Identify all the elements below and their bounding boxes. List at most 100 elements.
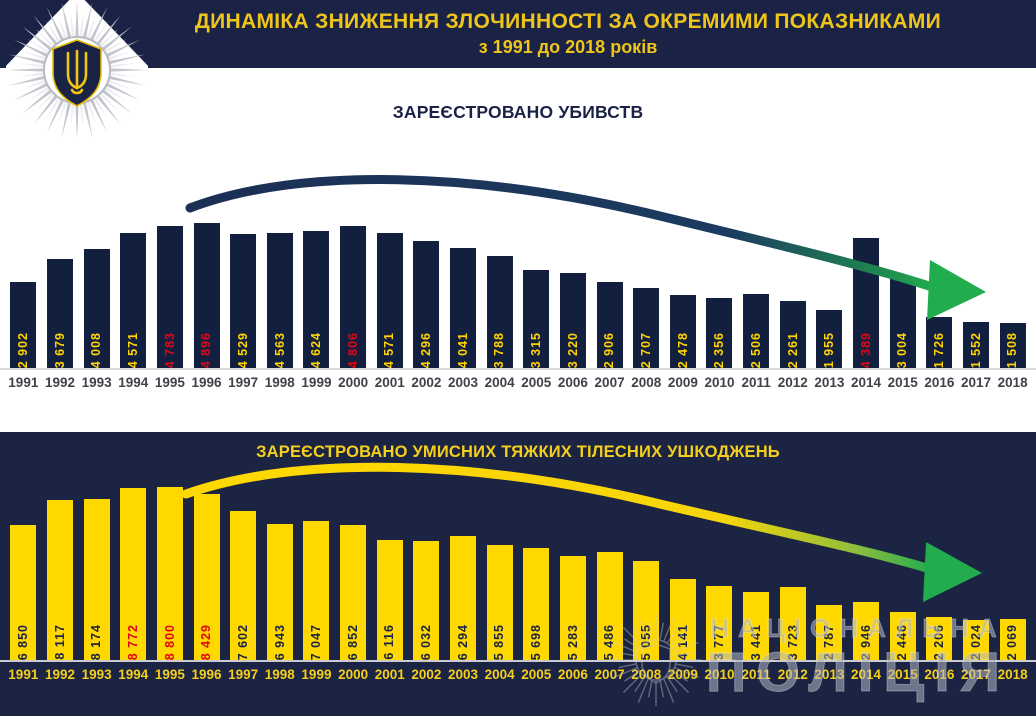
bar-slot-2014: 2 946 2014: [848, 487, 885, 682]
bar-box: 4 296: [408, 223, 445, 368]
bar-value-2008: 5 055: [638, 623, 653, 660]
bar-box: 8 174: [78, 487, 115, 660]
year-label-2012: 2012: [777, 667, 808, 682]
bar-slot-2006: 5 283 2006: [555, 487, 592, 682]
bar-1995: 8 800: [156, 487, 183, 660]
bar-value-1999: 4 624: [309, 331, 324, 368]
bar-value-2004: 3 788: [492, 331, 507, 368]
year-label-2005: 2005: [521, 375, 552, 390]
bar-value-2018: 2 069: [1005, 623, 1020, 660]
bar-value-1991: 6 850: [16, 623, 31, 660]
bar-value-2015: 2 446: [895, 623, 910, 660]
page-subtitle: з 1991 до 2018 років: [478, 37, 658, 57]
year-label-2001: 2001: [374, 667, 405, 682]
bar-box: 8 429: [188, 487, 225, 660]
bar-value-2018: 1 508: [1005, 331, 1020, 368]
year-label-2000: 2000: [338, 375, 369, 390]
bar-1993: 8 174: [83, 499, 110, 660]
bar-2016: 2 206: [926, 617, 953, 660]
bodily-harm-chart-title: ЗАРЕЄСТРОВАНО УМИСНИХ ТЯЖКИХ ТІЛЕСНИХ УШ…: [256, 443, 780, 461]
bar-value-2002: 4 296: [419, 331, 434, 368]
year-label-2004: 2004: [484, 667, 515, 682]
bar-2005: 5 698: [523, 548, 550, 660]
bar-value-2008: 2 707: [638, 331, 653, 368]
bar-value-2012: 2 261: [785, 331, 800, 368]
bar-slot-1997: 4 529 1997: [225, 223, 262, 390]
bar-2001: 4 571: [376, 233, 403, 368]
bar-2000: 4 806: [340, 226, 367, 368]
year-label-1997: 1997: [228, 667, 259, 682]
bar-value-2005: 3 315: [529, 331, 544, 368]
year-label-1991: 1991: [8, 375, 39, 390]
bar-value-2003: 6 294: [455, 623, 470, 660]
bar-slot-2011: 2 506 2011: [738, 223, 775, 390]
bar-value-1997: 7 602: [235, 623, 250, 660]
bar-value-2007: 2 906: [602, 331, 617, 368]
bar-value-2010: 2 356: [712, 331, 727, 368]
year-label-1996: 1996: [191, 375, 222, 390]
bar-value-2013: 1 955: [822, 331, 837, 368]
bar-box: 5 055: [628, 487, 665, 660]
year-label-2002: 2002: [411, 667, 442, 682]
bar-slot-2016: 2 206 2016: [921, 487, 958, 682]
bar-slot-2010: 3 777 2010: [701, 487, 738, 682]
bar-2018: 2 069: [999, 619, 1026, 660]
bar-box: 2 356: [701, 223, 738, 368]
bar-value-1992: 3 679: [52, 331, 67, 368]
bar-value-2016: 1 726: [932, 331, 947, 368]
police-badge-icon: [2, 0, 152, 152]
bar-2005: 3 315: [523, 270, 550, 368]
bar-slot-2010: 2 356 2010: [701, 223, 738, 390]
year-label-2010: 2010: [704, 667, 735, 682]
bar-slot-1995: 8 800 1995: [152, 487, 189, 682]
bar-slot-2008: 5 055 2008: [628, 487, 665, 682]
murders-chart-section: ЗАРЕЄСТРОВАНО УБИВСТВ 2 902 1991 3 679 1992…: [0, 68, 1036, 432]
bar-1991: 2 902: [10, 282, 37, 368]
year-label-2018: 2018: [997, 667, 1028, 682]
bar-slot-1992: 3 679 1992: [42, 223, 79, 390]
bar-box: 6 943: [261, 487, 298, 660]
bar-box: 3 441: [738, 487, 775, 660]
bar-box: 5 698: [518, 487, 555, 660]
bar-value-2011: 2 506: [748, 331, 763, 368]
bar-box: 6 850: [5, 487, 42, 660]
bar-slot-2000: 6 852 2000: [335, 487, 372, 682]
bar-box: 3 315: [518, 223, 555, 368]
year-label-2014: 2014: [851, 375, 882, 390]
bar-1994: 4 571: [120, 233, 147, 368]
bar-value-2015: 3 004: [895, 331, 910, 368]
bar-value-1996: 4 896: [199, 331, 214, 368]
bar-1994: 8 772: [120, 488, 147, 660]
bar-box: 1 726: [921, 223, 958, 368]
bar-box: 4 624: [298, 223, 335, 368]
bar-1993: 4 008: [83, 249, 110, 368]
year-label-2011: 2011: [741, 667, 771, 682]
bar-box: 6 116: [371, 487, 408, 660]
header-band: ДИНАМІКА ЗНИЖЕННЯ ЗЛОЧИННОСТІ ЗА ОКРЕМИМ…: [0, 0, 1036, 68]
bar-slot-2004: 3 788 2004: [481, 223, 518, 390]
bar-slot-2015: 2 446 2015: [884, 487, 921, 682]
bar-1997: 4 529: [230, 234, 257, 368]
bar-box: 6 852: [335, 487, 372, 660]
bar-box: 4 141: [665, 487, 702, 660]
bar-box: 4 571: [371, 223, 408, 368]
year-label-1993: 1993: [81, 667, 112, 682]
year-label-2009: 2009: [667, 375, 698, 390]
bar-2006: 5 283: [559, 556, 586, 660]
bar-box: 2 946: [848, 487, 885, 660]
bar-1996: 4 896: [193, 223, 220, 368]
bar-2003: 6 294: [450, 536, 476, 660]
bar-box: 5 855: [481, 487, 518, 660]
bar-slot-2013: 2 787 2013: [811, 487, 848, 682]
bar-slot-1994: 4 571 1994: [115, 223, 152, 390]
bar-slot-2009: 2 478 2009: [665, 223, 702, 390]
bar-box: 2 024: [958, 487, 995, 660]
bar-box: 4 806: [335, 223, 372, 368]
year-label-1994: 1994: [118, 667, 149, 682]
bar-1992: 8 117: [46, 500, 73, 660]
bar-1998: 4 563: [266, 233, 293, 368]
bodily-harm-chart-section: ЗАРЕЄСТРОВАНО УМИСНИХ ТЯЖКИХ ТІЛЕСНИХ УШ…: [0, 432, 1036, 716]
bar-box: 2 906: [591, 223, 628, 368]
bar-2008: 2 707: [633, 288, 660, 368]
bar-slot-1999: 7 047 1999: [298, 487, 335, 682]
